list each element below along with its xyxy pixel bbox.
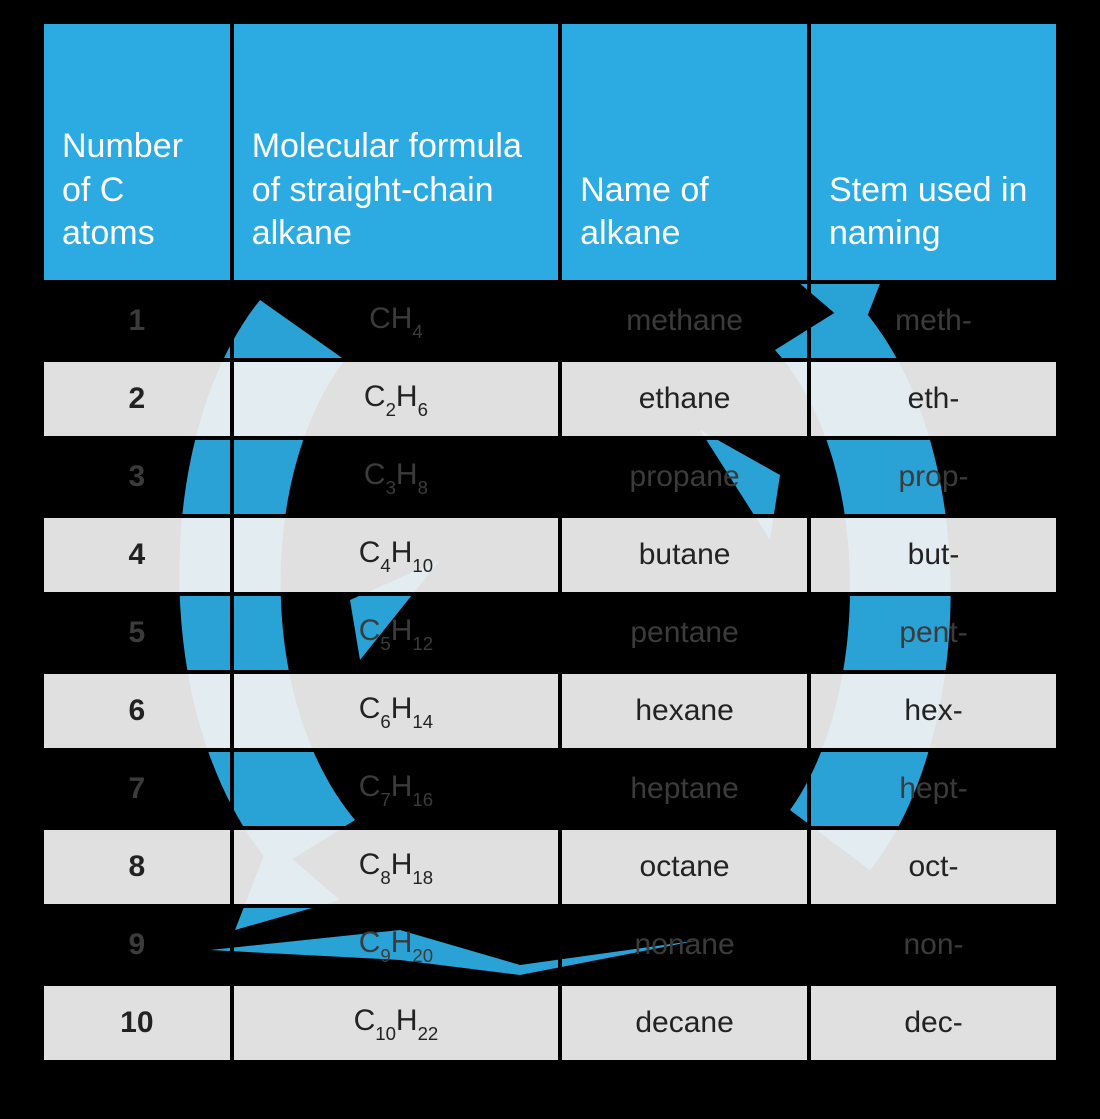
alkanes-table: Number of C atoms Molecular formula of s… (40, 20, 1060, 1064)
cell-formula: CH4 (232, 282, 560, 360)
cell-name: decane (560, 984, 809, 1062)
cell-stem: dec- (809, 984, 1058, 1062)
cell-name: butane (560, 516, 809, 594)
table-row: 8C8H18octaneoct- (42, 828, 1058, 906)
stage: Number of C atoms Molecular formula of s… (0, 0, 1100, 1119)
header-num: Number of C atoms (42, 22, 232, 282)
header-stem: Stem used in naming (809, 22, 1058, 282)
cell-name: methane (560, 282, 809, 360)
cell-stem: non- (809, 906, 1058, 984)
cell-num: 2 (42, 360, 232, 438)
header-form: Molecular formula of straight-chain alka… (232, 22, 560, 282)
cell-stem: eth- (809, 360, 1058, 438)
cell-stem: prop- (809, 438, 1058, 516)
table-row: 5C5H12pentanepent- (42, 594, 1058, 672)
cell-stem: hept- (809, 750, 1058, 828)
cell-formula: C5H12 (232, 594, 560, 672)
cell-name: nonane (560, 906, 809, 984)
cell-num: 6 (42, 672, 232, 750)
cell-num: 9 (42, 906, 232, 984)
cell-num: 8 (42, 828, 232, 906)
cell-name: hexane (560, 672, 809, 750)
cell-stem: hex- (809, 672, 1058, 750)
cell-name: octane (560, 828, 809, 906)
cell-num: 4 (42, 516, 232, 594)
cell-formula: C8H18 (232, 828, 560, 906)
cell-name: pentane (560, 594, 809, 672)
cell-name: heptane (560, 750, 809, 828)
table-row: 7C7H16heptanehept- (42, 750, 1058, 828)
cell-num: 10 (42, 984, 232, 1062)
cell-stem: oct- (809, 828, 1058, 906)
cell-num: 1 (42, 282, 232, 360)
table-row: 6C6H14hexanehex- (42, 672, 1058, 750)
cell-num: 3 (42, 438, 232, 516)
table-row: 3C3H8propaneprop- (42, 438, 1058, 516)
cell-formula: C3H8 (232, 438, 560, 516)
cell-formula: C6H14 (232, 672, 560, 750)
table-row: 2C2H6ethaneeth- (42, 360, 1058, 438)
header-row: Number of C atoms Molecular formula of s… (42, 22, 1058, 282)
cell-name: ethane (560, 360, 809, 438)
table-row: 10C10H22decanedec- (42, 984, 1058, 1062)
cell-num: 5 (42, 594, 232, 672)
table-row: 1CH4methanemeth- (42, 282, 1058, 360)
cell-name: propane (560, 438, 809, 516)
cell-num: 7 (42, 750, 232, 828)
cell-formula: C4H10 (232, 516, 560, 594)
cell-formula: C9H20 (232, 906, 560, 984)
cell-stem: pent- (809, 594, 1058, 672)
cell-stem: meth- (809, 282, 1058, 360)
table-row: 9C9H20nonanenon- (42, 906, 1058, 984)
table-body: 1CH4methanemeth-2C2H6ethaneeth-3C3H8prop… (42, 282, 1058, 1062)
cell-formula: C2H6 (232, 360, 560, 438)
cell-formula: C10H22 (232, 984, 560, 1062)
table-row: 4C4H10butanebut- (42, 516, 1058, 594)
cell-formula: C7H16 (232, 750, 560, 828)
cell-stem: but- (809, 516, 1058, 594)
header-name: Name of alkane (560, 22, 809, 282)
